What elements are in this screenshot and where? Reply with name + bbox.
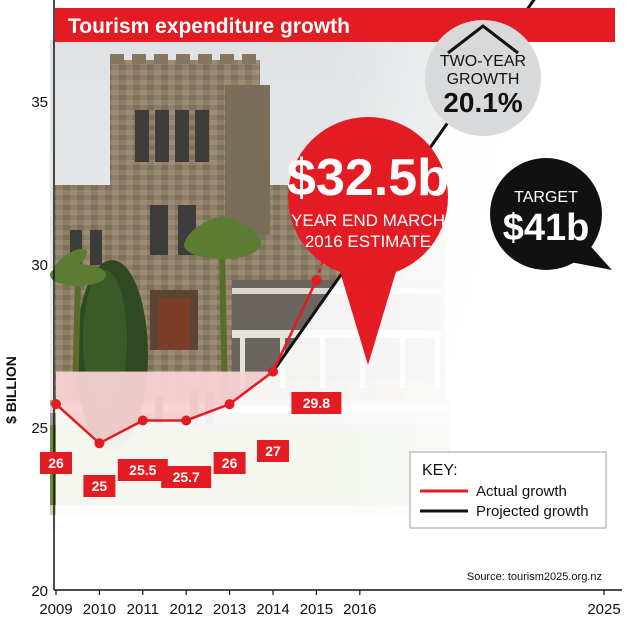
actual-point-2009	[51, 399, 61, 410]
estimate-callout: $32.5b YEAR END MARCH 2016 ESTIMATE	[287, 117, 449, 365]
y-tick-label: 25	[31, 420, 48, 437]
data-label-2014: 27	[265, 443, 281, 459]
x-tick-label: 2011	[127, 601, 159, 618]
x-tick-label: 2016	[343, 601, 376, 618]
data-label-bg	[213, 452, 246, 474]
x-tick-label: 2014	[256, 601, 289, 618]
x-tick-label: 2012	[170, 601, 203, 618]
estimate-line2: 2016 ESTIMATE	[305, 232, 431, 251]
actual-point-2014	[268, 366, 278, 377]
actual-growth-area	[56, 371, 273, 444]
target-label: TARGET	[514, 189, 578, 206]
data-label-2012: 25.7	[173, 469, 200, 485]
data-label-bg	[291, 392, 342, 414]
y-axis-title: $ BILLION	[3, 356, 19, 424]
data-label-bg	[117, 459, 168, 481]
projected-growth-line	[271, 0, 536, 373]
actual-point-2011	[137, 415, 148, 426]
target-callout: TARGET $41b	[490, 158, 612, 270]
target-value: $41b	[503, 207, 590, 249]
data-labels: 26 25 25.5 25.7 26 27 29.8	[40, 392, 342, 497]
x-tick-label: 2015	[300, 601, 333, 618]
chart-title: Tourism expenditure growth	[68, 15, 350, 38]
actual-point-2010	[94, 438, 105, 449]
actual-point-2015	[311, 275, 322, 286]
y-tick-label: 20	[31, 583, 48, 600]
data-label-2010: 25	[92, 478, 108, 494]
two-year-value: 20.1%	[443, 87, 522, 118]
legend-label-actual: Actual growth	[476, 483, 567, 500]
two-year-line1: TWO-YEAR	[440, 53, 526, 70]
data-label-bg	[161, 466, 212, 488]
two-year-line2: GROWTH	[447, 71, 520, 88]
actual-point-2013	[224, 399, 235, 410]
legend-label-projected: Projected growth	[476, 503, 589, 520]
actual-point-2012	[181, 415, 192, 426]
legend: KEY: Actual growth Projected growth	[409, 451, 607, 529]
data-label-2011: 25.5	[129, 462, 156, 478]
legend-title: KEY:	[422, 462, 458, 479]
source-note: Source: tourism2025.org.nz	[467, 571, 602, 583]
x-tick-label: 2025	[587, 601, 620, 618]
data-label-2009: 26	[48, 455, 64, 471]
series-group	[51, 0, 536, 449]
x-tick-label: 2013	[213, 601, 246, 618]
estimate-line1: YEAR END MARCH	[291, 211, 445, 230]
data-label-bg	[40, 452, 72, 474]
y-tick-label: 35	[31, 94, 48, 111]
data-label-2015: 29.8	[303, 395, 330, 411]
axes: 2025303540200920102011201220132014201520…	[31, 0, 622, 618]
x-tick-label: 2010	[83, 601, 116, 618]
data-label-bg	[83, 475, 116, 497]
y-tick-label: 30	[31, 257, 48, 274]
estimate-value: $32.5b	[287, 149, 449, 207]
house-roof-icon	[447, 24, 519, 55]
x-tick-label: 2009	[39, 601, 72, 618]
data-label-bg	[257, 440, 289, 462]
data-label-2013: 26	[222, 455, 238, 471]
two-year-growth-callout: TWO-YEAR GROWTH 20.1%	[425, 20, 541, 136]
